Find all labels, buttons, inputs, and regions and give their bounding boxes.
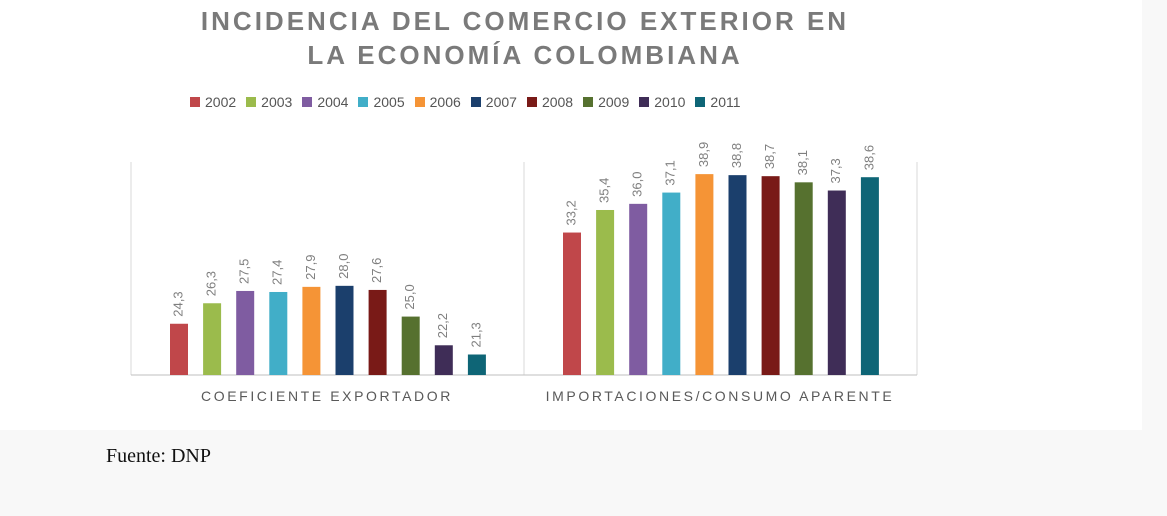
data-label: 38,8 [729, 143, 744, 168]
chart-title-line-2: LA ECONOMÍA COLOMBIANA [307, 40, 743, 70]
bar-2008-importaciones-consumo-aparente [761, 176, 780, 375]
bar-2007-importaciones-consumo-aparente [728, 175, 747, 375]
legend-label: 2009 [598, 94, 630, 110]
data-label: 27,5 [237, 259, 252, 284]
legend-label: 2010 [654, 94, 686, 110]
legend-item-2003: 2003 [246, 94, 292, 110]
legend-item-2007: 2007 [470, 94, 517, 110]
legend-swatch [583, 97, 594, 107]
legend-label: 2011 [710, 94, 741, 110]
bar-2006-coeficiente-exportador [302, 286, 321, 375]
data-label: 27,6 [369, 258, 384, 283]
bar-2009-importaciones-consumo-aparente [794, 182, 813, 375]
legend-swatch [639, 97, 650, 107]
bar-chart: 24,3 26,3 27,5 27,4 27,9 28,0 27,6 25,0 22,2 21,3… [130, 142, 918, 404]
legend-item-2010: 2010 [639, 94, 685, 110]
bar-2005-coeficiente-exportador [269, 291, 288, 375]
legend-item-2008: 2008 [526, 94, 574, 110]
bar-2003-importaciones-consumo-aparente [596, 209, 615, 375]
data-label: 38,9 [696, 142, 711, 167]
chart-title-line-1: INCIDENCIA DEL COMERCIO EXTERIOR EN [200, 6, 850, 36]
data-label: 38,1 [795, 150, 810, 175]
legend-swatch [414, 97, 425, 107]
legend-swatch [246, 97, 257, 107]
bar-2002-coeficiente-exportador [170, 323, 188, 375]
data-label: 33,2 [563, 200, 578, 225]
bar-2010-coeficiente-exportador [434, 345, 453, 375]
chart-legend: 2002 2003 2004 2005 2006 2007 2008 2009 2010 2011 [190, 91, 890, 113]
legend-swatch [358, 97, 369, 107]
legend-label: 2003 [261, 94, 293, 110]
bar-2011-coeficiente-exportador [467, 354, 486, 375]
legend-swatch [695, 97, 706, 107]
legend-item-2006: 2006 [414, 94, 461, 110]
bar-2010-importaciones-consumo-aparente [827, 190, 846, 375]
legend-label: 2006 [429, 94, 461, 110]
legend-item-2004: 2004 [302, 94, 348, 110]
data-label: 21,3 [468, 322, 483, 347]
data-label: 36,0 [630, 172, 645, 197]
legend-swatch [190, 97, 200, 107]
legend-item-2005: 2005 [358, 94, 405, 110]
category-label: COEFICIENTE EXPORTADOR [201, 388, 453, 404]
legend-label: 2004 [317, 94, 349, 110]
data-label: 37,1 [663, 160, 678, 185]
legend-label: 2002 [205, 94, 237, 110]
legend-item-2002: 2002 [190, 94, 236, 110]
data-label: 27,9 [303, 255, 318, 280]
bar-2007-coeficiente-exportador [335, 285, 354, 375]
bar-2005-importaciones-consumo-aparente [662, 192, 681, 375]
data-label: 38,7 [762, 144, 777, 169]
legend-swatch [470, 97, 481, 107]
bar-2002-importaciones-consumo-aparente [563, 232, 581, 375]
legend-item-2011: 2011 [695, 94, 741, 110]
bar-2008-coeficiente-exportador [368, 289, 387, 375]
legend-swatch [302, 97, 313, 107]
bar-2004-coeficiente-exportador [236, 290, 255, 375]
source-note: Fuente: DNP [106, 445, 211, 467]
bar-2009-coeficiente-exportador [401, 316, 420, 375]
legend-item-2009: 2009 [583, 94, 629, 110]
bar-2011-importaciones-consumo-aparente [860, 177, 879, 375]
legend-swatch [526, 97, 537, 107]
data-label: 35,4 [597, 178, 612, 203]
data-label: 24,3 [170, 291, 185, 316]
data-label: 28,0 [336, 254, 351, 279]
category-label: IMPORTACIONES/CONSUMO APARENTE [546, 388, 895, 404]
bar-2006-importaciones-consumo-aparente [695, 174, 714, 375]
legend-label: 2007 [485, 94, 517, 110]
legend-label: 2008 [541, 94, 574, 110]
data-label: 38,6 [861, 145, 876, 170]
data-label: 22,2 [435, 313, 450, 338]
data-label: 27,4 [270, 260, 285, 285]
bar-2003-coeficiente-exportador [203, 303, 222, 375]
data-label: 37,3 [828, 158, 843, 183]
legend-label: 2005 [373, 94, 405, 110]
data-label: 26,3 [204, 271, 219, 296]
data-label: 25,0 [402, 284, 417, 309]
bar-2004-importaciones-consumo-aparente [629, 203, 648, 375]
